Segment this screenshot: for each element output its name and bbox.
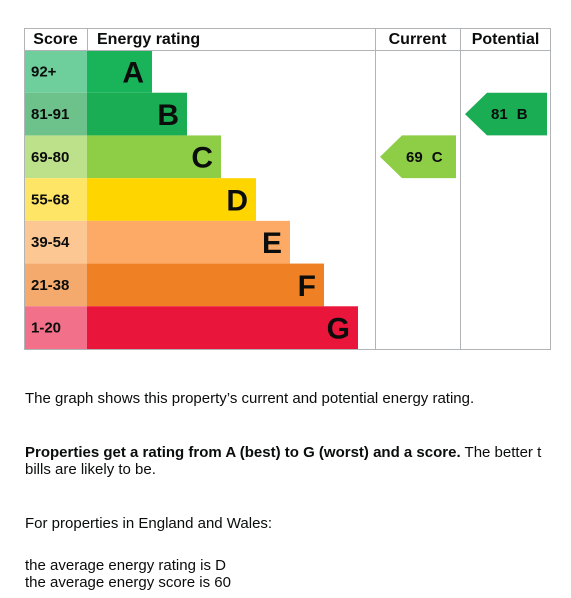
text: Properties get a rating from A (best) to… (25, 444, 461, 461)
text: The graph shows this property’s current … (25, 390, 475, 407)
rating-bar (87, 92, 187, 136)
band-letter: E (262, 227, 282, 260)
rating-bar (87, 135, 221, 179)
current-score: 69 (406, 149, 423, 166)
band-letter: G (327, 313, 350, 346)
paragraph: For properties in England and Wales: (25, 515, 272, 532)
current-label: 69 C (406, 149, 443, 166)
current-letter: C (432, 149, 443, 166)
table-border (24, 28, 551, 350)
score-range: 69-80 (31, 149, 69, 166)
epc-chart: Score Energy rating Current Potential 92+ A 81… (24, 28, 551, 350)
rating-bar (87, 220, 290, 264)
potential-arrow (465, 92, 547, 136)
score-cell (24, 306, 87, 349)
band-letter: A (122, 56, 144, 89)
score-cell (24, 220, 87, 264)
score-range: 21-38 (31, 277, 69, 294)
band-letter: C (191, 142, 213, 175)
current-arrow (380, 135, 456, 179)
potential-label: 81 B (491, 106, 528, 123)
score-cell (24, 92, 87, 136)
potential-score: 81 (491, 106, 508, 123)
text: bills are likely to be. (25, 461, 156, 478)
score-cell (24, 178, 87, 221)
header-label: Energy rating (97, 31, 200, 48)
text: the average energy score is 60 (25, 574, 231, 591)
band-letter: B (157, 99, 179, 132)
score-range: 1-20 (31, 320, 61, 337)
score-cell (24, 263, 87, 307)
rating-bar (87, 306, 358, 349)
text: the average energy rating is D (25, 557, 226, 574)
paragraph: Properties get a rating from A (best) to… (25, 444, 541, 478)
paragraph: The graph shows this property’s current … (25, 390, 474, 407)
rating-bar (87, 50, 152, 93)
score-cell (24, 135, 87, 179)
score-cell (24, 50, 87, 93)
score-range: 39-54 (31, 234, 70, 251)
text: The better t (464, 444, 542, 461)
score-range: 55-68 (31, 191, 69, 208)
rating-bar (87, 263, 324, 307)
header-label: Current (389, 31, 447, 48)
header-label: Potential (472, 31, 540, 48)
potential-letter: B (517, 106, 528, 123)
header-label: Score (33, 31, 78, 48)
band-letter: F (298, 270, 316, 303)
score-range: 81-91 (31, 106, 69, 123)
text: For properties in England and Wales: (25, 515, 273, 532)
band-letter: D (226, 184, 248, 217)
score-range: 92+ (31, 63, 57, 80)
rating-bar (87, 178, 256, 221)
